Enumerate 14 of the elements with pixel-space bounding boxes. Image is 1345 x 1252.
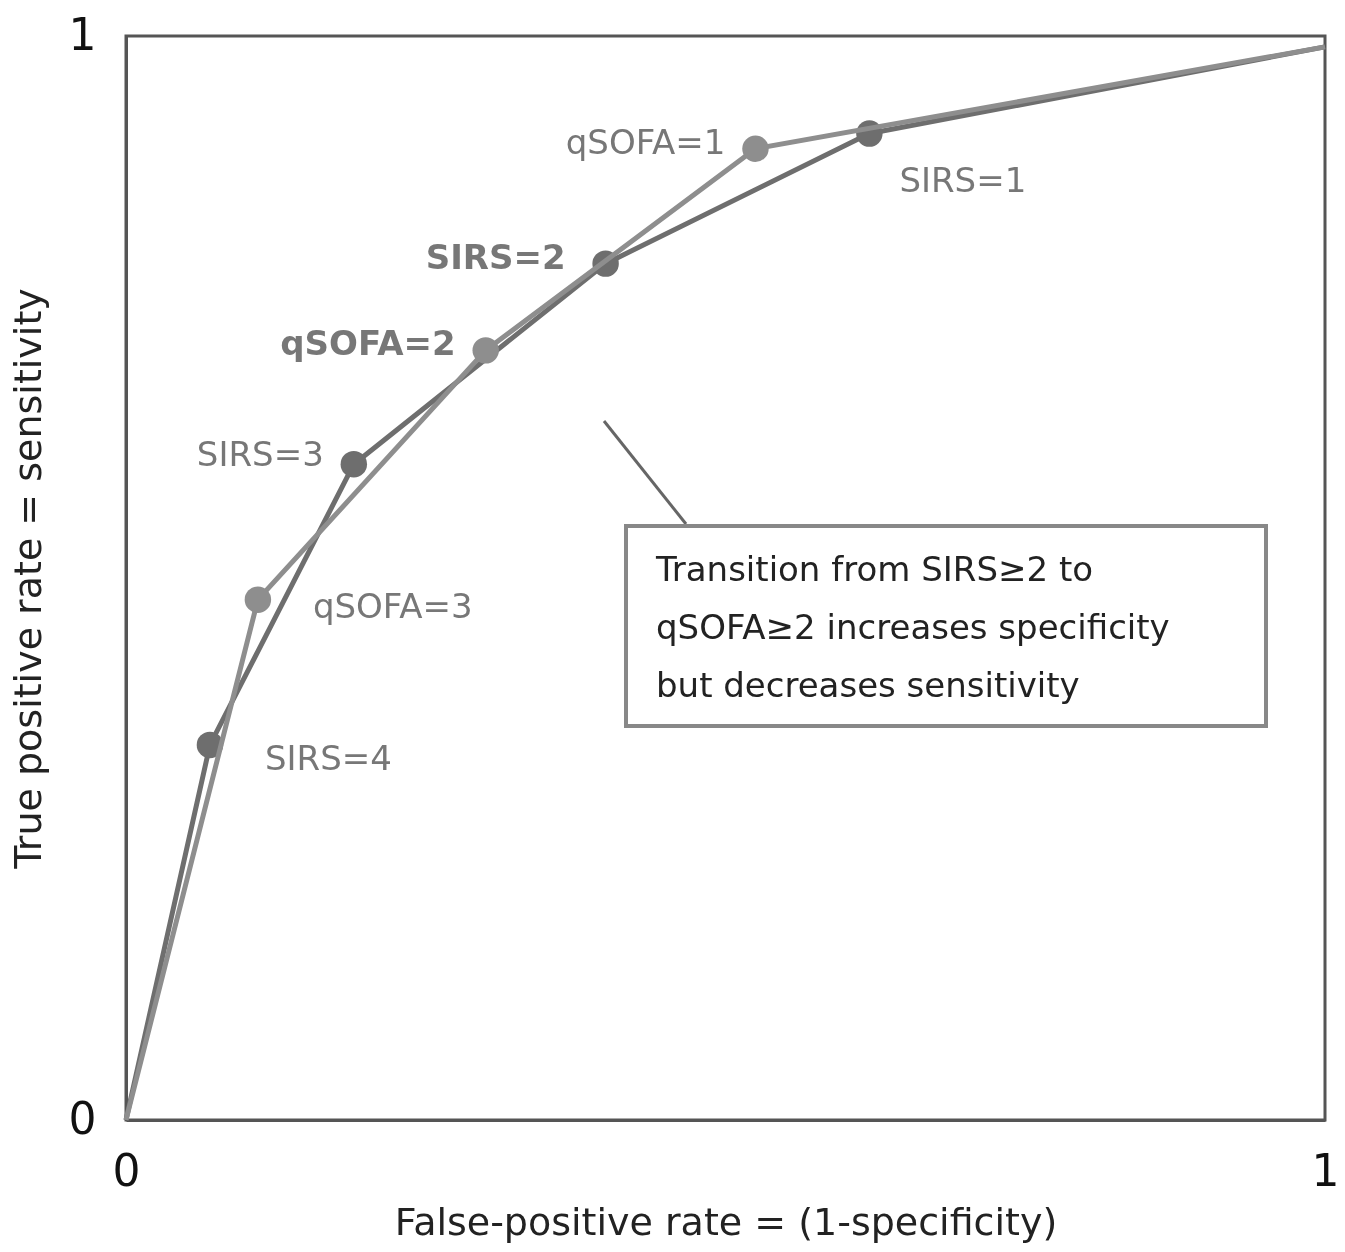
x-axis-title: False-positive rate = (1-specificity) — [394, 1199, 1058, 1244]
annotation: SIRS=2 — [425, 236, 566, 277]
annotation: SIRS=3 — [196, 434, 324, 475]
annotation: qSOFA=2 — [280, 323, 456, 364]
point — [472, 337, 499, 364]
point — [340, 450, 368, 478]
annotation: qSOFA=1 — [565, 121, 726, 162]
y-axis-title: True positive rate = sensitivity — [5, 288, 50, 870]
annotation: Transition from SIRS≥2 to qSOFA≥2 increases specificity but decreases sensitivity — [655, 549, 1170, 705]
annotation: SIRS=1 — [899, 159, 1027, 200]
annotation: SIRS=4 — [264, 737, 392, 778]
point — [742, 135, 769, 162]
point — [244, 586, 272, 613]
annotation: qSOFA=3 — [312, 585, 473, 626]
